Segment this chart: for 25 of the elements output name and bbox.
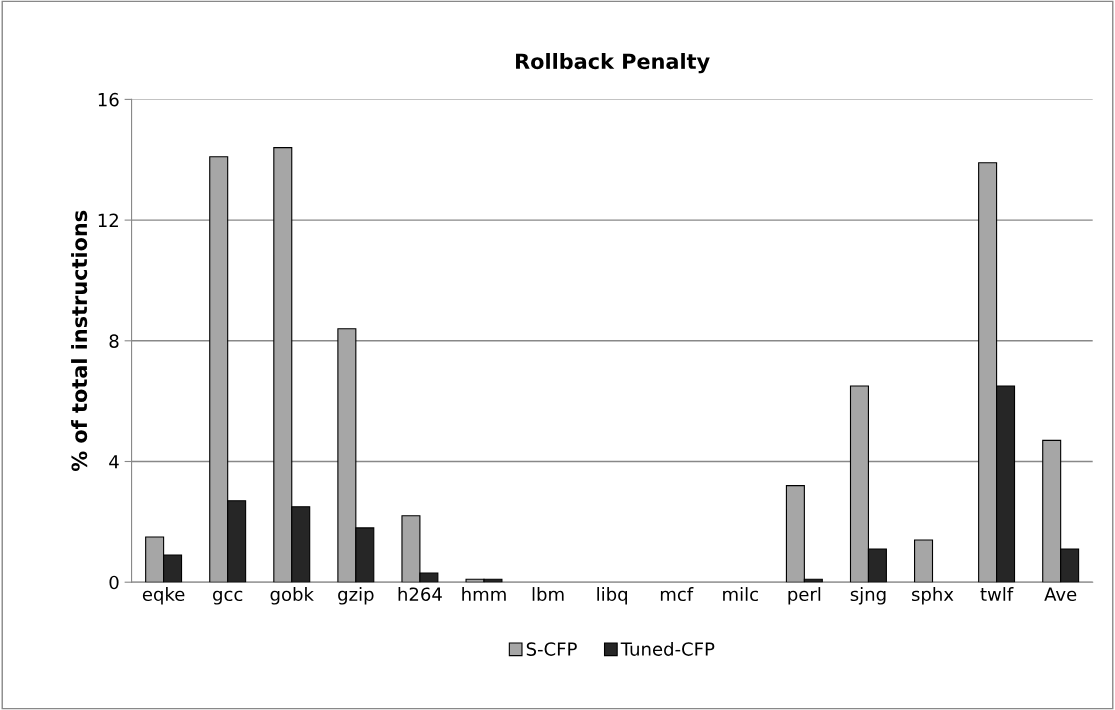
- x-tick-label: sjng: [850, 587, 886, 605]
- x-tick-label: libq: [597, 587, 627, 605]
- bar: [914, 539, 934, 583]
- y-axis-title: % of total instructions: [71, 210, 88, 472]
- y-tick-label: 16: [98, 92, 119, 107]
- x-tick-label: sphx: [911, 587, 954, 605]
- y-tick-label: 12: [98, 213, 118, 227]
- y-tick-label: 0: [109, 575, 119, 590]
- x-tick-label: gcc: [213, 590, 243, 605]
- chart-title: Rollback Penalty: [516, 53, 710, 74]
- y-tick-label: 4: [109, 455, 119, 469]
- legend-label: S-CFP: [526, 642, 577, 656]
- x-tick-label: gobk: [270, 587, 314, 605]
- x-tick-label: eqke: [142, 587, 185, 605]
- x-tick-label: h264: [398, 587, 442, 602]
- legend-label: Tuned-CFP: [620, 641, 715, 656]
- x-tick-label: Ave: [1044, 587, 1077, 602]
- x-tick-label: perl: [788, 587, 821, 605]
- x-tick-label: twlf: [980, 587, 1014, 601]
- x-tick-label: hmm: [462, 587, 506, 601]
- y-tick-label: 8: [109, 334, 119, 348]
- x-tick-label: gzip: [338, 587, 374, 605]
- x-tick-label: lbm: [532, 587, 564, 602]
- x-tick-label: milc: [723, 587, 758, 602]
- x-tick-label: mcf: [660, 587, 694, 602]
